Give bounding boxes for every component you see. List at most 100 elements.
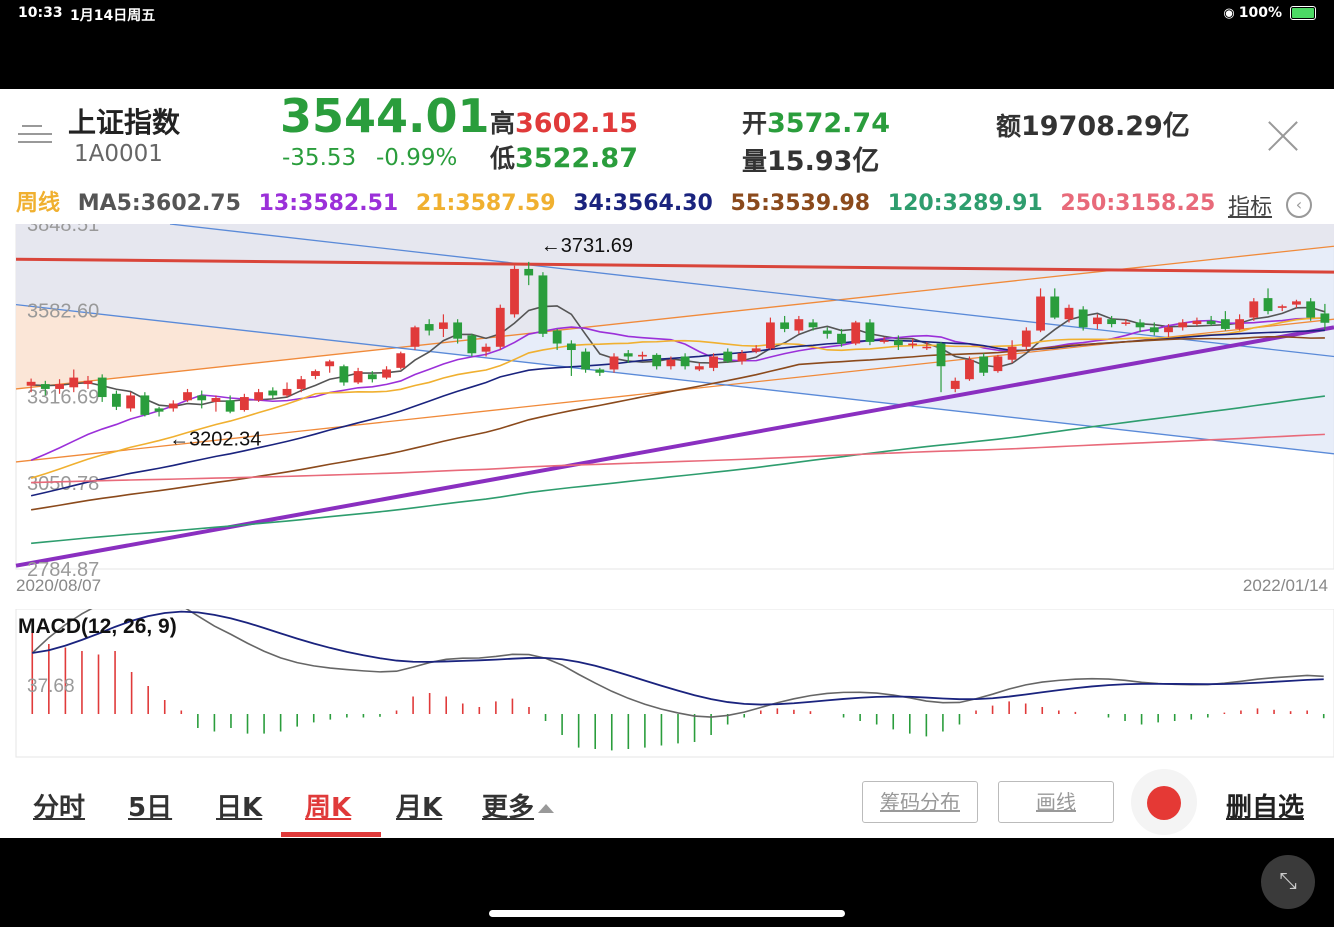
tab-intraday[interactable]: 分时 <box>33 793 86 823</box>
candle-body <box>1093 317 1102 325</box>
tab-weekly-k[interactable]: 周K <box>305 793 352 823</box>
tab-more[interactable]: 更多 <box>482 787 555 824</box>
ma120-value: 120:3289.91 <box>887 191 1043 216</box>
macd-area <box>15 609 1334 758</box>
candle-body <box>1320 313 1330 323</box>
candle-body <box>367 374 377 380</box>
candle-body <box>794 319 804 331</box>
macd-chart[interactable]: MACD(12, 26, 9) 37.68 <box>0 609 1334 759</box>
candle-body <box>439 322 448 329</box>
candle-body <box>1206 320 1216 325</box>
candle-body <box>538 275 548 334</box>
collapse-icon[interactable]: ⤡ <box>1261 855 1315 909</box>
ma5-value: MA5:3602.75 <box>77 191 241 216</box>
candle-body <box>197 395 207 401</box>
candle-body <box>893 340 903 346</box>
candle-body <box>481 346 491 352</box>
ma21-value: 21:3587.59 <box>415 191 556 216</box>
candle-body <box>751 348 761 352</box>
candle-body <box>623 353 633 357</box>
candle-body <box>1107 319 1117 325</box>
candle-body <box>595 369 605 373</box>
candle-body <box>723 351 733 362</box>
clock: 10:33 <box>18 5 63 21</box>
ma21-line <box>30 317 1325 479</box>
candle-body <box>666 359 676 367</box>
candle-body <box>1192 320 1202 325</box>
y-tick-label: 2784.87 <box>27 559 99 581</box>
open-label: 开 <box>742 109 768 138</box>
candle-body <box>268 390 278 396</box>
candle-body <box>1135 322 1145 328</box>
indicator-button[interactable]: 指标 <box>1228 195 1273 220</box>
candle-body <box>581 351 590 370</box>
candle-body <box>1149 327 1159 333</box>
home-indicator <box>489 910 845 917</box>
active-tab-indicator <box>281 832 381 837</box>
y-tick-label: 3582.60 <box>27 300 99 322</box>
candle-body <box>993 356 1003 372</box>
candle-body <box>1235 319 1244 329</box>
candle-body <box>879 340 889 342</box>
candle-body <box>311 371 320 376</box>
remove-favorite-button[interactable]: 删自选 <box>1226 793 1305 823</box>
candle-body <box>97 377 107 398</box>
candle-body <box>1078 309 1088 328</box>
candle-body <box>709 356 718 368</box>
record-button[interactable] <box>1131 769 1197 835</box>
candle-body <box>566 343 576 351</box>
candle-body <box>1292 301 1301 305</box>
chevron-left-icon[interactable]: ‹ <box>1286 192 1312 218</box>
candle-body <box>1178 322 1188 328</box>
candle-body <box>1306 301 1316 318</box>
candle-body <box>126 395 136 409</box>
period-label: 周线 <box>16 191 61 216</box>
status-bar: 10:33 1月14日周五 ◉ 100% <box>0 0 1334 30</box>
draw-line-button[interactable]: 画线 <box>998 781 1114 823</box>
amount-label: 额 <box>996 112 1022 141</box>
battery-icon <box>1290 6 1316 20</box>
amount-field: 额19708.29亿 <box>996 104 1190 143</box>
tab-daily-k[interactable]: 日K <box>216 793 263 823</box>
candle-body <box>154 408 164 412</box>
stock-panel: 上证指数 1A0001 3544.01 -35.53 -0.99% 高3602.… <box>0 89 1334 838</box>
date: 1月14日周五 <box>70 8 156 24</box>
candle-body <box>83 380 93 385</box>
kline-chart[interactable]: 3848.51 3582.60 3316.69 3050.78 2784.87 ←3731… <box>0 224 1334 594</box>
close-icon[interactable] <box>1266 119 1300 153</box>
candle-body <box>822 330 832 334</box>
candle-body <box>453 322 463 339</box>
low-field: 低3522.87 <box>490 139 638 175</box>
tab-5day[interactable]: 5日 <box>128 793 173 823</box>
ma250-value: 250:3158.25 <box>1060 191 1216 216</box>
candle-body <box>979 356 989 373</box>
candle-body <box>396 353 406 368</box>
candle-body <box>766 322 775 349</box>
candle-body <box>808 322 818 328</box>
current-price: 3544.01 <box>280 89 490 143</box>
quote-header: 上证指数 1A0001 3544.01 -35.53 -0.99% 高3602.… <box>0 89 1334 184</box>
candle-body <box>211 398 221 402</box>
candle-body <box>1164 327 1173 333</box>
chip-distribution-button[interactable]: 筹码分布 <box>862 781 978 823</box>
high-field: 高3602.15 <box>490 104 638 140</box>
candle-body <box>112 393 121 407</box>
open-value: 3572.74 <box>767 108 890 139</box>
tab-monthly-k[interactable]: 月K <box>396 793 443 823</box>
candle-body <box>239 397 249 411</box>
x-start-date: 2020/08/07 <box>16 576 101 594</box>
candle-body <box>1064 307 1074 320</box>
candle-body <box>851 322 861 344</box>
candle-body <box>495 307 505 347</box>
candle-body <box>69 377 79 388</box>
tab-more-label: 更多 <box>482 793 535 823</box>
candle-body <box>694 366 704 370</box>
candle-body <box>26 381 36 386</box>
candle-body <box>254 392 263 401</box>
blue-upper-line <box>169 224 1334 358</box>
y-tick-label: 3848.51 <box>27 224 99 236</box>
candle-body <box>922 346 932 349</box>
ma13-value: 13:3582.51 <box>258 191 399 216</box>
blue-lower-line <box>15 303 1334 455</box>
menu-icon[interactable] <box>18 119 52 149</box>
